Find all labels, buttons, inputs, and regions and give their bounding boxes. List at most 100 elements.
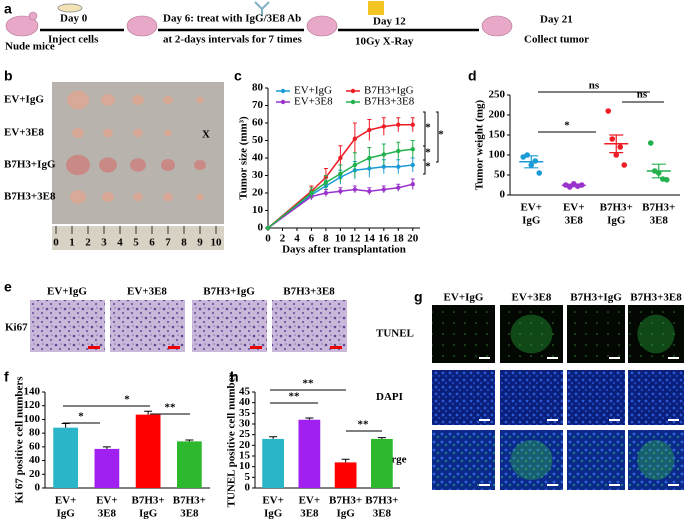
column-label: EV+3E8 [127, 286, 167, 298]
data-point [536, 170, 543, 176]
ruler [52, 226, 224, 250]
ihc-image [192, 300, 267, 352]
tumor [130, 158, 146, 172]
x-tick-label: IgG [336, 508, 355, 520]
x-tick-label: 3E8 [98, 508, 117, 520]
x-tick-label: 12 [349, 233, 361, 245]
tumor [161, 159, 175, 171]
y-tick-label: 60 [29, 440, 41, 452]
marker [352, 136, 358, 141]
marker [396, 164, 401, 169]
marker [338, 155, 343, 161]
step-action: at 2-days intervals for 7 times [163, 34, 303, 46]
annotation: ** [289, 391, 301, 403]
y-tick-label: 40 [29, 454, 41, 466]
tumor [101, 94, 115, 106]
row-label: B7H3+3E8 [4, 191, 56, 203]
marker [396, 185, 401, 190]
step-day: Day 21 [540, 14, 573, 26]
y-tick-label: 100 [24, 413, 41, 425]
scale-bar [609, 484, 620, 486]
x-tick-label: 0 [265, 233, 271, 245]
row-label: TUNEL [376, 328, 414, 340]
error-bar [269, 436, 278, 439]
scale-bar [88, 346, 100, 349]
legend-label: B7H3+3E8 [364, 96, 415, 108]
tumor [133, 128, 143, 138]
scale-bar [609, 357, 620, 359]
x-tick-label: 3E8 [650, 215, 669, 227]
y-axis-label: TUNEL positive cell number [226, 373, 238, 508]
panel-label: h [230, 369, 239, 385]
error-bar [61, 423, 70, 428]
x-tick-label: EV+ [520, 202, 542, 214]
data-point [532, 158, 539, 164]
signal [637, 314, 675, 354]
tumor [163, 95, 173, 105]
tumor [164, 129, 172, 137]
step-day: Day 0 [60, 13, 88, 25]
annotation: * [425, 147, 431, 159]
ihc-image [110, 300, 185, 352]
tumor [99, 157, 117, 173]
y-tick-label: 50 [494, 169, 506, 181]
ruler-label: 6 [149, 237, 155, 249]
error-bar [377, 437, 386, 439]
x-tick-label: 3E8 [373, 508, 392, 520]
ihc-image [30, 300, 105, 352]
marker [381, 124, 387, 129]
ruler-label: 2 [85, 237, 91, 249]
tumor [102, 191, 114, 203]
bar [298, 419, 321, 488]
y-tick-label: 35 [239, 407, 251, 419]
column-label: B7H3+IgG [203, 286, 255, 298]
x-tick-label: B7H3+ [365, 495, 398, 507]
annotation: ** [165, 402, 177, 414]
step-action: Inject cells [48, 34, 99, 46]
mouse-icon [126, 15, 158, 37]
y-tick-label: 60 [252, 117, 264, 129]
marker [396, 122, 401, 127]
marker [352, 162, 358, 168]
mouse-icon [306, 15, 338, 37]
marker [367, 127, 372, 133]
y-tick-label: 70 [252, 99, 264, 111]
y-tick-label: 100 [489, 149, 506, 161]
legend-label: B7H3+IgG [364, 85, 414, 97]
fluorescence-image [432, 370, 495, 425]
x-tick-label: IgG [607, 215, 626, 227]
error-bar [144, 410, 153, 415]
x-tick-label: EV+ [299, 495, 321, 507]
ruler-label: 1 [69, 237, 75, 249]
ruler-label: 10 [211, 237, 223, 249]
x-tick-label: 3E8 [180, 508, 199, 520]
y-tick-label: 20 [239, 439, 251, 451]
y-tick-label: 40 [252, 152, 264, 164]
tumor [103, 128, 113, 138]
marker [352, 187, 358, 192]
signal [510, 440, 553, 480]
mouse-icon [28, 11, 38, 21]
step-action: Collect tumor [524, 34, 589, 46]
y-tick-label: 120 [24, 399, 41, 411]
bracket [423, 111, 439, 175]
x-tick-label: 14 [364, 233, 376, 245]
tumor [70, 190, 86, 204]
y-tick-label: 0 [500, 189, 506, 201]
y-tick-label: 150 [489, 129, 506, 141]
data-point [605, 108, 612, 114]
annotation: ** [358, 419, 370, 431]
x-tick-label: 2 [280, 233, 286, 245]
marker [410, 122, 415, 127]
step-day: Day 12 [373, 16, 406, 28]
y-tick-label: 45 [239, 386, 251, 398]
x-tick-label: 3E8 [565, 215, 584, 227]
panel-g: EV+IgGEV+3E8B7H3+IgGB7H3+3E8TUNELDAPIMer… [376, 292, 684, 490]
y-axis-label: Tumor weight (mg) [474, 99, 486, 190]
bar [135, 414, 161, 488]
error-bar [651, 163, 666, 179]
y-tick-label: 20 [252, 187, 264, 199]
ruler-label: 4 [117, 237, 123, 249]
fluorescence-image [432, 430, 495, 490]
scale-bar [668, 484, 679, 486]
